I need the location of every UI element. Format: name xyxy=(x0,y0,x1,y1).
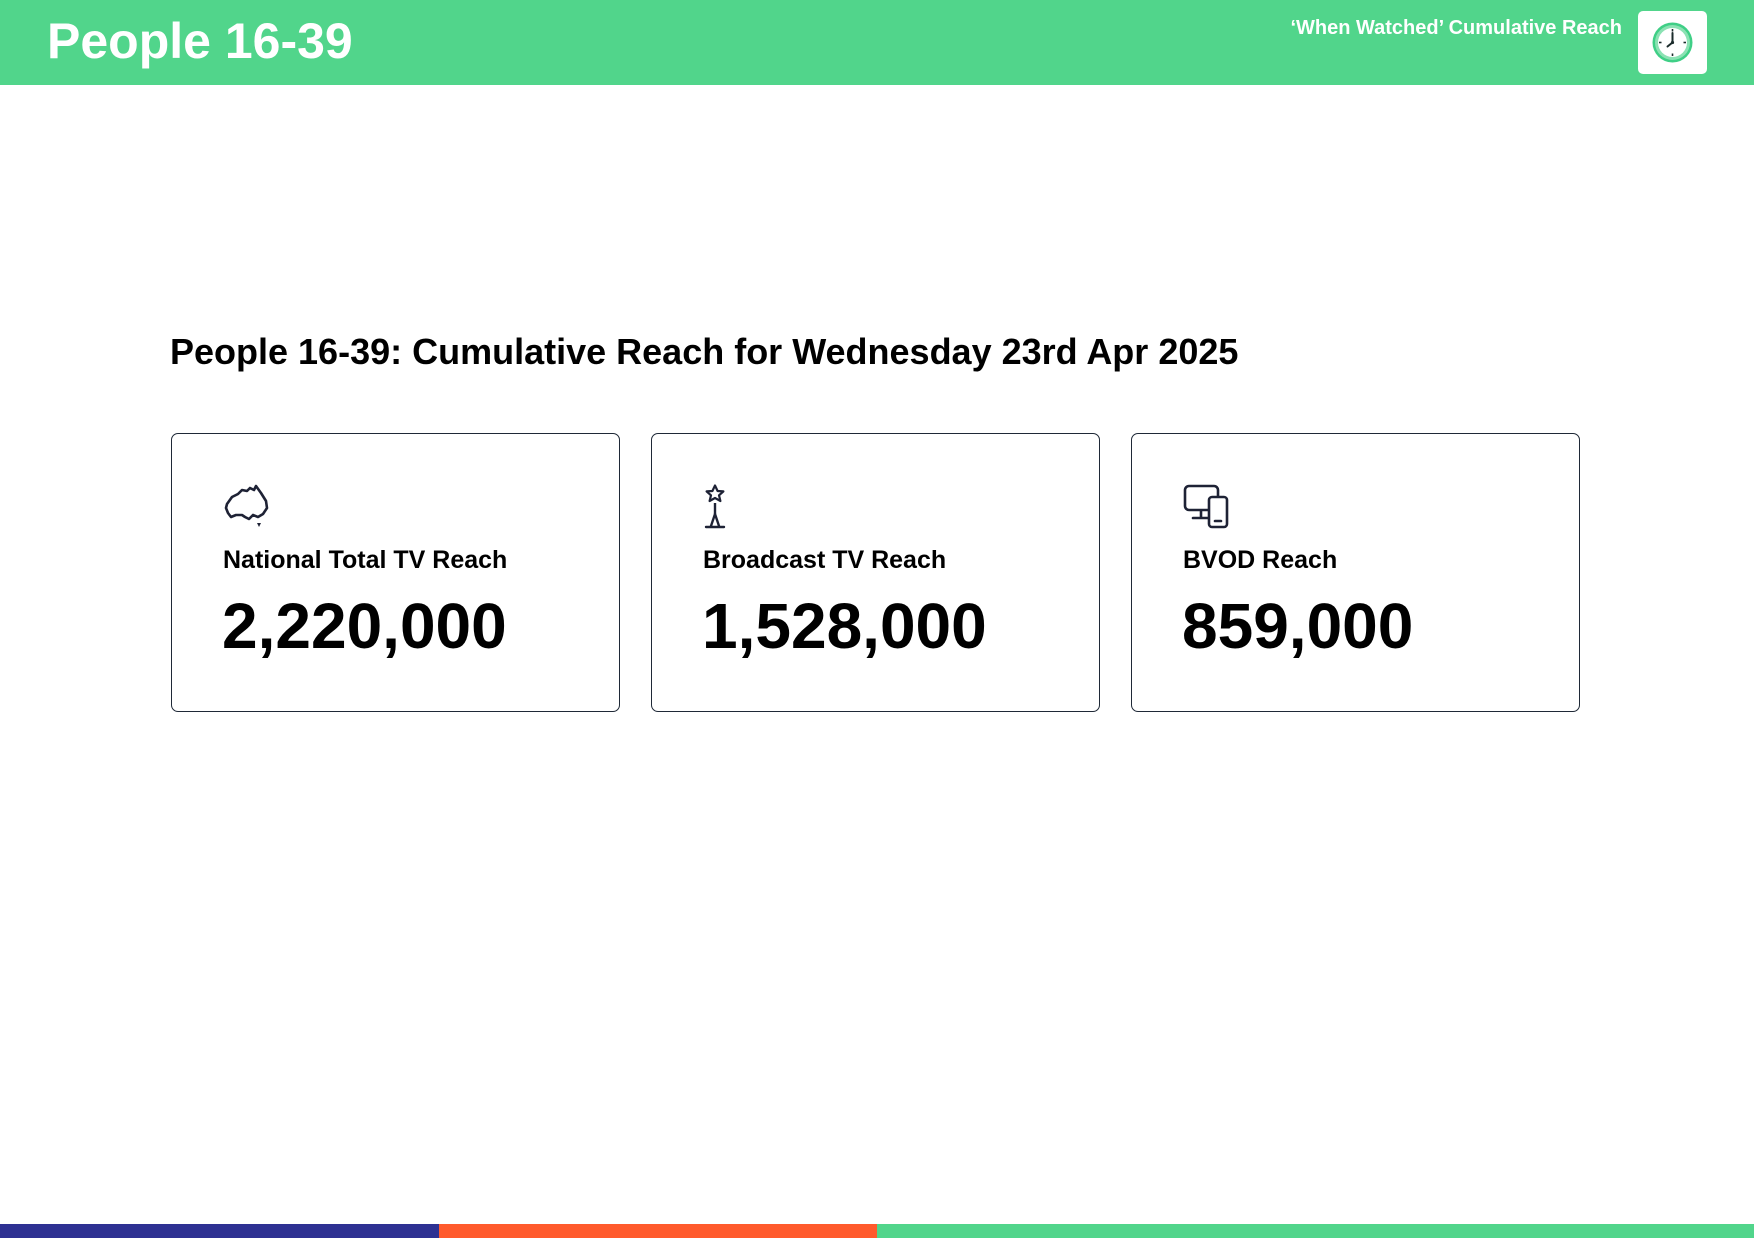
section-title: People 16-39: Cumulative Reach for Wedne… xyxy=(170,331,1239,372)
devices-icon xyxy=(1183,484,1229,529)
footer-bar-navy xyxy=(0,1224,439,1238)
clock-logo xyxy=(1638,11,1707,74)
card-label: Broadcast TV Reach xyxy=(703,546,947,574)
australia-map-icon xyxy=(224,484,269,527)
footer-bar-green-2 xyxy=(1315,1224,1754,1238)
card-label: BVOD Reach xyxy=(1183,546,1338,574)
card-value: 2,220,000 xyxy=(222,590,507,662)
footer-bar-green xyxy=(877,1224,1316,1238)
card-value: 1,528,000 xyxy=(702,590,987,662)
bvod-reach-card: BVOD Reach 859,000 xyxy=(1131,433,1580,712)
header-bar: People 16-39 ‘When Watched’ Cumulative R… xyxy=(0,0,1754,85)
card-label: National Total TV Reach xyxy=(223,546,508,574)
clock-icon xyxy=(1652,22,1693,63)
broadcast-tower-icon xyxy=(704,484,726,529)
card-value: 859,000 xyxy=(1182,590,1414,662)
national-tv-reach-card: National Total TV Reach 2,220,000 xyxy=(171,433,620,712)
page-title: People 16-39 xyxy=(47,13,353,69)
broadcast-tv-reach-card: Broadcast TV Reach 1,528,000 xyxy=(651,433,1100,712)
footer-color-bar xyxy=(0,1224,1754,1238)
footer-bar-orange xyxy=(438,1224,877,1238)
report-subtitle: ‘When Watched’ Cumulative Reach xyxy=(1290,17,1622,39)
